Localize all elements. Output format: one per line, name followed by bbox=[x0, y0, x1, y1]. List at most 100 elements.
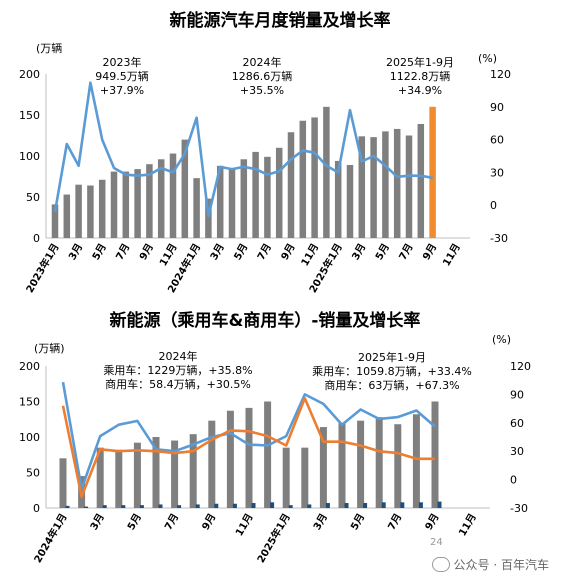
x-tick-label: 3月 bbox=[208, 242, 227, 263]
bar bbox=[189, 434, 197, 508]
annotation-line: 2025年1-9月 bbox=[358, 350, 426, 364]
bar bbox=[405, 135, 413, 238]
bar bbox=[169, 153, 177, 238]
bar bbox=[245, 407, 253, 508]
bar bbox=[319, 427, 327, 508]
annotation-line: 2024年 bbox=[243, 55, 282, 69]
bar bbox=[275, 147, 283, 238]
chart1-left-unit: (万辆 bbox=[36, 41, 62, 55]
bar-commercial bbox=[214, 503, 219, 508]
y2-tick-label: 30 bbox=[510, 445, 524, 458]
x-tick-label: 11月 bbox=[299, 242, 321, 269]
bar bbox=[346, 165, 354, 238]
x-tick-label: 5月 bbox=[232, 241, 251, 262]
x-tick-label: 2025年1月 bbox=[254, 511, 293, 565]
bar bbox=[75, 184, 82, 238]
x-tick-label: 5月 bbox=[373, 242, 392, 263]
chart2-annotation-2025: 2025年1-9月 乘用车：1059.8万辆，+33.4% 商用车：63万辆，+… bbox=[312, 350, 472, 392]
y-tick-label: 0 bbox=[33, 502, 40, 515]
bar-commercial bbox=[232, 503, 237, 508]
y2-tick-label: 0 bbox=[490, 199, 497, 212]
bar-commercial bbox=[270, 502, 275, 508]
wechat-icon bbox=[431, 557, 450, 572]
bar-commercial bbox=[158, 504, 163, 508]
chart2-right-unit: (%) bbox=[492, 333, 511, 346]
bar bbox=[393, 128, 401, 238]
x-tick-label: 11月 bbox=[440, 242, 462, 269]
annotation-line: 2024年 bbox=[159, 349, 198, 363]
annotation-line: 2025年1-9月 bbox=[386, 55, 454, 69]
bar bbox=[226, 410, 234, 508]
bar bbox=[323, 106, 330, 238]
growth-line-commercial bbox=[61, 396, 435, 498]
bar bbox=[181, 139, 189, 238]
annotation-line: +37.9% bbox=[100, 84, 144, 97]
chart1-right-unit: (%) bbox=[478, 52, 497, 65]
y2-tick-label: 90 bbox=[490, 101, 504, 114]
annotation-line: 949.5万辆 bbox=[95, 69, 149, 83]
bar bbox=[193, 178, 200, 238]
chart1-title: 新能源汽车月度销量及增长率 bbox=[170, 10, 391, 31]
x-tick-label: 3月 bbox=[88, 512, 107, 533]
x-tick-label: 7月 bbox=[397, 242, 416, 263]
y-tick-label: 200 bbox=[19, 360, 40, 373]
y-tick-label: 50 bbox=[26, 191, 40, 204]
bar bbox=[375, 417, 383, 508]
chart1-annotation-2023: 2023年 949.5万辆 +37.9% bbox=[95, 55, 149, 97]
bar-commercial bbox=[325, 503, 330, 508]
chart1-annotation-2025: 2025年1-9月 1122.8万辆 +34.9% bbox=[386, 55, 454, 97]
y2-tick-label: 30 bbox=[490, 166, 504, 179]
bar bbox=[358, 136, 366, 238]
bar-commercial bbox=[195, 504, 200, 508]
y2-tick-label: -30 bbox=[510, 502, 528, 515]
bar bbox=[98, 179, 106, 238]
bar bbox=[264, 401, 272, 508]
bar bbox=[63, 194, 71, 238]
bar bbox=[146, 164, 153, 238]
bar bbox=[417, 124, 425, 238]
bar bbox=[122, 171, 130, 238]
x-tick-label: 5月 bbox=[125, 512, 144, 533]
y2-tick-label: 120 bbox=[490, 68, 511, 81]
y2-tick-label: 120 bbox=[510, 360, 531, 373]
bar bbox=[59, 458, 67, 508]
y2-tick-label: -30 bbox=[490, 232, 508, 245]
bar bbox=[87, 185, 94, 238]
x-tick-label: 3月 bbox=[311, 512, 330, 533]
bar bbox=[282, 447, 290, 508]
bar bbox=[264, 156, 271, 238]
bar-commercial bbox=[307, 504, 312, 508]
chart2-left-unit: (万辆) bbox=[34, 341, 65, 355]
annotation-line: +35.5% bbox=[240, 84, 284, 97]
x-tick-label: 9月 bbox=[423, 512, 442, 533]
x-tick-label: 7月 bbox=[386, 512, 405, 533]
annotation-line: +34.9% bbox=[398, 84, 442, 97]
x-tick-label: 3月 bbox=[350, 242, 369, 263]
annotation-line: 1122.8万辆 bbox=[390, 69, 451, 83]
bar bbox=[152, 437, 160, 508]
bar-commercial bbox=[177, 505, 182, 508]
annotation-line: 乘用车：1229万辆，+35.8% bbox=[103, 363, 252, 377]
bar bbox=[133, 442, 141, 508]
y2-tick-label: 60 bbox=[510, 417, 524, 430]
bar-commercial bbox=[418, 502, 423, 508]
x-tick-label: 7月 bbox=[255, 242, 274, 263]
bar bbox=[301, 447, 309, 508]
bar bbox=[157, 159, 165, 238]
annotation-line: 乘用车：1059.8万辆，+33.4% bbox=[312, 364, 472, 378]
bar bbox=[334, 160, 342, 238]
y2-tick-label: 90 bbox=[510, 388, 524, 401]
x-tick-label: 9月 bbox=[137, 242, 156, 263]
y-tick-label: 50 bbox=[26, 467, 40, 480]
x-tick-label: 2024年1月 bbox=[31, 511, 70, 565]
bar bbox=[208, 420, 216, 508]
bar-commercial bbox=[139, 505, 144, 508]
annotation-line: 2023年 bbox=[103, 55, 142, 69]
bar-commercial bbox=[121, 505, 126, 508]
bar bbox=[311, 117, 318, 238]
bar bbox=[394, 424, 402, 508]
bar-commercial bbox=[381, 502, 386, 508]
bar bbox=[252, 151, 259, 238]
